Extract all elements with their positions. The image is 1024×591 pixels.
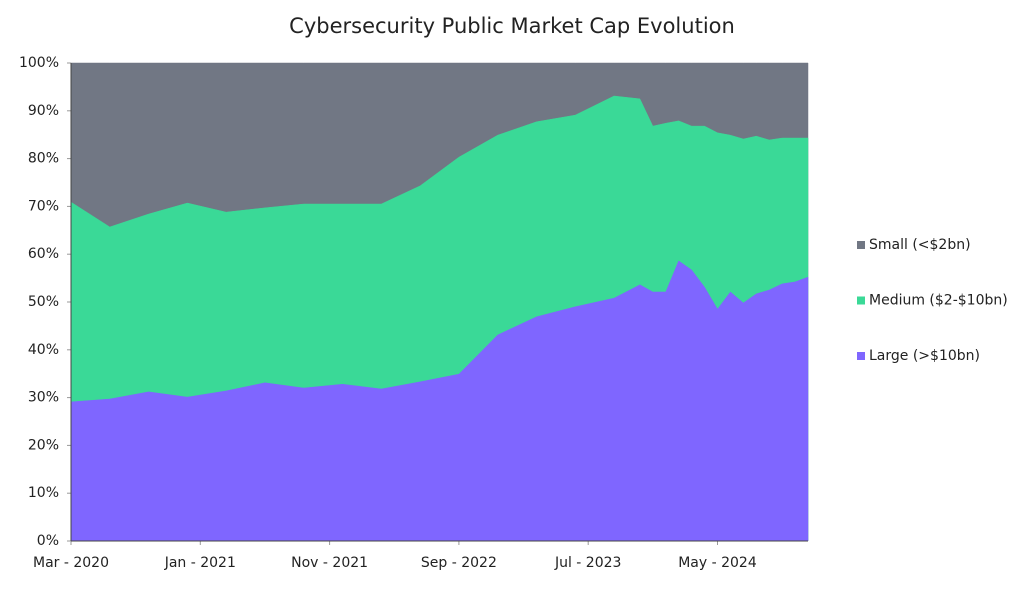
x-tick-label: Mar - 2020: [33, 555, 109, 571]
x-tick-label: Sep - 2022: [421, 555, 497, 571]
y-tick-label: 40%: [28, 342, 59, 358]
y-tick-label: 10%: [28, 485, 59, 501]
y-tick-label: 60%: [28, 246, 59, 262]
legend-label: Small (<$2bn): [869, 237, 971, 253]
chart-title: Cybersecurity Public Market Cap Evolutio…: [289, 14, 735, 38]
y-tick-label: 30%: [28, 390, 59, 406]
y-tick-label: 80%: [28, 151, 59, 167]
legend-swatch: [857, 241, 865, 249]
y-tick-label: 70%: [28, 198, 59, 214]
y-tick-label: 0%: [37, 533, 59, 549]
x-tick-label: Jan - 2021: [164, 555, 236, 571]
legend-swatch: [857, 352, 865, 360]
legend-swatch: [857, 296, 865, 305]
x-tick-label: Nov - 2021: [291, 555, 368, 571]
x-tick-label: Jul - 2023: [554, 555, 621, 571]
legend-label: Large (>$10bn): [869, 348, 980, 364]
y-tick-label: 100%: [19, 55, 59, 71]
x-tick-label: May - 2024: [678, 555, 757, 571]
legend-label: Medium ($2-$10bn): [869, 293, 1008, 309]
y-tick-label: 90%: [28, 103, 59, 119]
y-tick-label: 20%: [28, 437, 59, 453]
area: [70, 260, 809, 542]
y-tick-label: 50%: [28, 294, 59, 310]
